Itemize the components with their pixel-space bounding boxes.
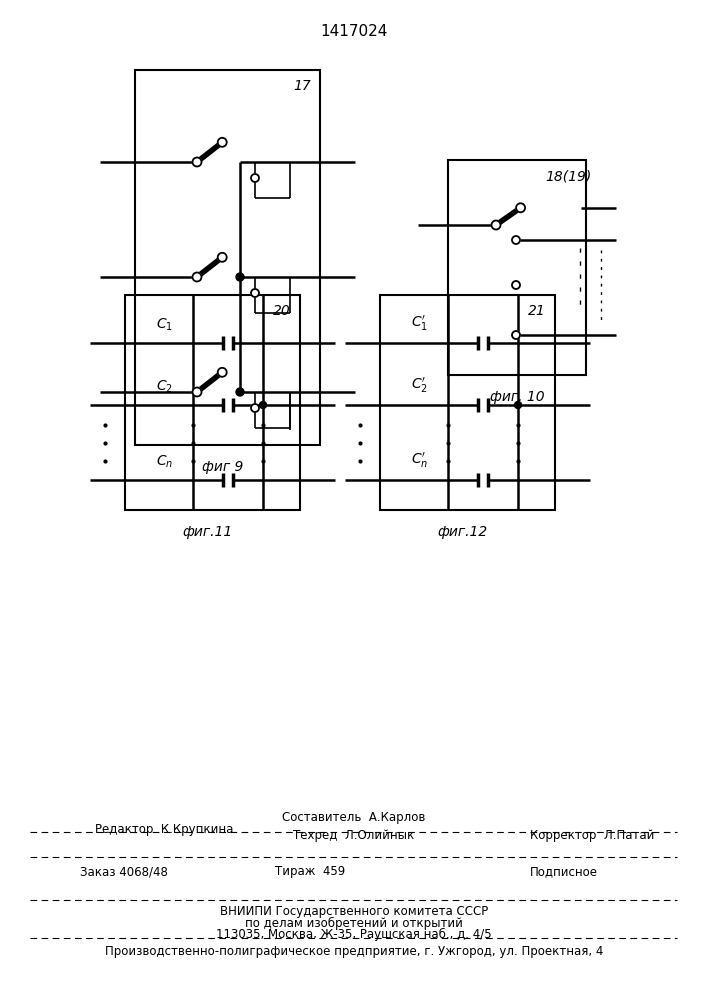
Circle shape [512,236,520,244]
Text: $C_n$: $C_n$ [156,454,173,470]
Circle shape [192,387,201,396]
Text: 21: 21 [528,304,546,318]
Circle shape [512,281,520,289]
Bar [448,160,586,375]
Circle shape [236,273,244,281]
Text: Корректор  Л.Патай: Корректор Л.Патай [530,830,655,842]
Text: Техред  Л.Олийнык: Техред Л.Олийнык [293,830,414,842]
Text: Редактор  К.Крупкина: Редактор К.Крупкина [95,824,233,836]
Circle shape [218,368,227,377]
Circle shape [192,272,201,282]
Text: фиг.11: фиг.11 [182,525,233,539]
Circle shape [251,289,259,297]
Circle shape [218,253,227,262]
Text: $C_n'$: $C_n'$ [411,451,428,470]
Text: 20: 20 [273,304,291,318]
Bar [380,295,555,510]
Text: фиг 9: фиг 9 [201,460,243,474]
Text: фиг.12: фиг.12 [438,525,488,539]
Circle shape [512,331,520,339]
Text: $C_1'$: $C_1'$ [411,314,428,333]
Text: $C_2'$: $C_2'$ [411,376,428,395]
Circle shape [218,138,227,147]
Text: 1417024: 1417024 [320,24,387,39]
Text: Тираж  459: Тираж 459 [275,865,345,879]
Text: фиг. 10: фиг. 10 [490,390,544,404]
Text: $C_1$: $C_1$ [156,317,173,333]
Circle shape [491,221,501,230]
Text: Заказ 4068/48: Заказ 4068/48 [80,865,168,879]
Circle shape [516,203,525,212]
Circle shape [192,157,201,166]
Circle shape [251,174,259,182]
Circle shape [236,388,244,396]
Text: по делам изобретений и открытий: по делам изобретений и открытий [245,916,463,930]
Text: 113035, Москва, Ж-35, Раушская наб., д. 4/5: 113035, Москва, Ж-35, Раушская наб., д. … [216,927,492,941]
Bar [135,70,320,445]
Circle shape [259,401,267,408]
Text: ВНИИПИ Государственного комитета СССР: ВНИИПИ Государственного комитета СССР [220,906,488,918]
Text: $C_2$: $C_2$ [156,379,173,395]
Text: Составитель  А.Карлов: Составитель А.Карлов [282,810,426,824]
Circle shape [251,404,259,412]
Circle shape [515,401,522,408]
Text: 17: 17 [293,79,311,93]
Text: Производственно-полиграфическое предприятие, г. Ужгород, ул. Проектная, 4: Производственно-полиграфическое предприя… [105,946,603,958]
Bar [125,295,300,510]
Text: 18(19): 18(19) [545,169,591,183]
Text: Подписное: Подписное [530,865,598,879]
